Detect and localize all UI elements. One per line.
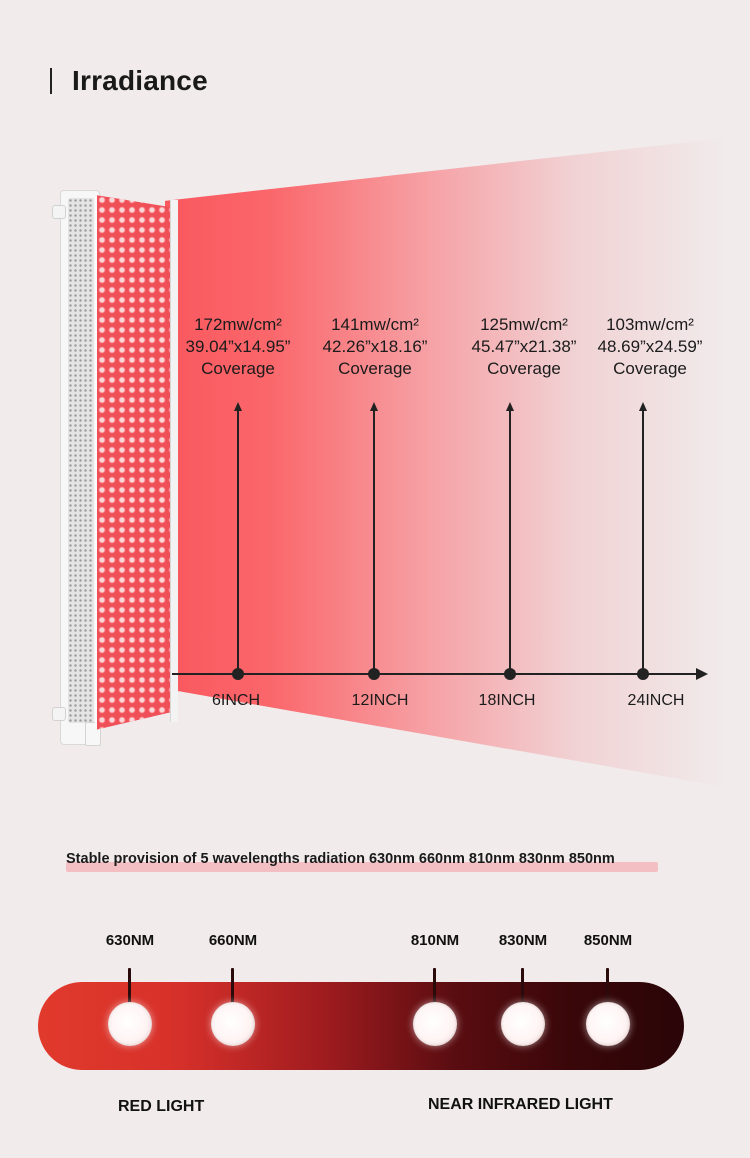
led-830nm-icon bbox=[501, 1002, 545, 1046]
distance-line-6inch bbox=[237, 410, 239, 674]
coverage-size: 48.69”x24.59” bbox=[597, 337, 703, 356]
wavelength-label: 660NM bbox=[208, 932, 258, 949]
spec-24inch: 103mw/cm² 48.69”x24.59” Coverage bbox=[585, 314, 715, 380]
distance-marker-18inch bbox=[504, 668, 516, 680]
distance-label: 18INCH bbox=[478, 692, 536, 709]
distance-axis bbox=[172, 673, 702, 675]
wavelength-pin bbox=[433, 968, 436, 1006]
spec-6inch: 172mw/cm² 39.04”x14.95” Coverage bbox=[173, 314, 303, 380]
irradiance-value: 141mw/cm² bbox=[331, 315, 419, 334]
wavelength-label: 830NM bbox=[498, 932, 548, 949]
wavelength-pin bbox=[128, 968, 131, 1006]
wavelength-pin bbox=[521, 968, 524, 1006]
led-630nm-icon bbox=[108, 1002, 152, 1046]
distance-label: 12INCH bbox=[351, 692, 409, 709]
coverage-size: 42.26”x18.16” bbox=[322, 337, 428, 356]
page-title: Irradiance bbox=[72, 65, 208, 96]
coverage-label: Coverage bbox=[338, 359, 412, 378]
distance-marker-24inch bbox=[637, 668, 649, 680]
panel-edge bbox=[170, 200, 178, 722]
subtitle-highlight bbox=[66, 862, 658, 872]
coverage-size: 45.47”x21.38” bbox=[471, 337, 577, 356]
wavelength-label: 630NM bbox=[105, 932, 155, 949]
distance-line-18inch bbox=[509, 410, 511, 674]
coverage-size: 39.04”x14.95” bbox=[185, 337, 291, 356]
panel-bracket-top bbox=[52, 205, 66, 219]
coverage-label: Coverage bbox=[487, 359, 561, 378]
distance-line-12inch bbox=[373, 410, 375, 674]
arrow-up-icon bbox=[639, 402, 647, 411]
wavelength-subtitle-block: Stable provision of 5 wavelengths radiat… bbox=[66, 851, 658, 872]
axis-arrow-icon bbox=[696, 668, 708, 680]
distance-marker-12inch bbox=[368, 668, 380, 680]
arrow-up-icon bbox=[506, 402, 514, 411]
arrow-up-icon bbox=[370, 402, 378, 411]
led-850nm-icon bbox=[586, 1002, 630, 1046]
distance-label: 24INCH bbox=[627, 692, 685, 709]
wavelength-pin bbox=[231, 968, 234, 1006]
irradiance-value: 125mw/cm² bbox=[480, 315, 568, 334]
coverage-label: Coverage bbox=[201, 359, 275, 378]
arrow-up-icon bbox=[234, 402, 242, 411]
distance-marker-6inch bbox=[232, 668, 244, 680]
irradiance-value: 172mw/cm² bbox=[194, 315, 282, 334]
wavelength-label: 850NM bbox=[583, 932, 633, 949]
distance-label: 6INCH bbox=[211, 692, 260, 709]
distance-line-24inch bbox=[642, 410, 644, 674]
spec-12inch: 141mw/cm² 42.26”x18.16” Coverage bbox=[310, 314, 440, 380]
title-accent-bar bbox=[50, 68, 52, 94]
light-beam bbox=[165, 135, 750, 792]
title-block: Irradiance bbox=[50, 64, 208, 98]
near-infrared-label: NEAR INFRARED LIGHT bbox=[428, 1096, 613, 1113]
led-810nm-icon bbox=[413, 1002, 457, 1046]
coverage-label: Coverage bbox=[613, 359, 687, 378]
wavelength-label: 810NM bbox=[410, 932, 460, 949]
wavelength-pin bbox=[606, 968, 609, 1006]
panel-bracket-bottom bbox=[52, 707, 66, 721]
spec-18inch: 125mw/cm² 45.47”x21.38” Coverage bbox=[459, 314, 589, 380]
panel-led-array bbox=[95, 195, 175, 730]
panel-vent bbox=[68, 198, 94, 723]
wavelength-subtitle: Stable provision of 5 wavelengths radiat… bbox=[66, 851, 615, 867]
red-light-label: RED LIGHT bbox=[118, 1098, 205, 1115]
irradiance-value: 103mw/cm² bbox=[606, 315, 694, 334]
led-660nm-icon bbox=[211, 1002, 255, 1046]
